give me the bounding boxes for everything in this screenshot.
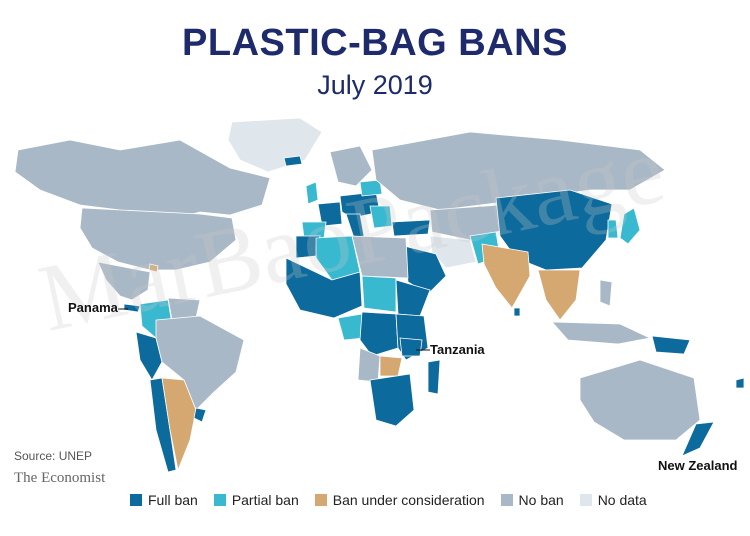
region-canada <box>14 139 271 221</box>
region-zambia <box>379 355 403 377</box>
region-brazil <box>155 315 245 411</box>
legend-label: Partial ban <box>231 492 299 508</box>
region-madagascar <box>427 359 441 395</box>
legend-label: No data <box>597 492 647 508</box>
region-sudan <box>361 275 397 313</box>
region-iceland <box>283 155 303 167</box>
region-libya-egypt <box>351 235 409 279</box>
legend-swatch <box>314 494 327 506</box>
region-tanzania <box>399 337 423 357</box>
region-philippines <box>599 279 613 307</box>
region-new-zealand <box>681 421 715 457</box>
map-subtitle: July 2019 <box>317 70 433 100</box>
callout-panama: Panama <box>68 300 118 315</box>
region-korea <box>607 219 619 239</box>
region-southern-africa <box>369 373 415 427</box>
region-uk <box>305 181 319 205</box>
region-balkans <box>369 205 393 229</box>
region-caribbean <box>148 263 159 273</box>
legend-swatch <box>130 494 142 506</box>
region-uruguay <box>193 407 207 423</box>
region-france <box>317 201 343 227</box>
callout-tanzania: Tanzania <box>430 342 485 357</box>
legend-label: Full ban <box>148 492 198 508</box>
region-italy <box>345 213 365 239</box>
region-iran <box>429 235 477 269</box>
region-greenland <box>227 117 323 173</box>
region-russia <box>371 131 666 211</box>
region-pacific-islands <box>735 377 745 389</box>
region-scandinavia <box>329 145 373 187</box>
legend-item-no-data: No data <box>579 492 647 508</box>
legend-swatch <box>500 494 513 506</box>
legend-label: No ban <box>518 492 564 508</box>
map-title: PLASTIC-BAG BANS <box>182 22 568 64</box>
region-japan <box>619 207 641 245</box>
region-panama <box>123 303 141 313</box>
region-indonesia <box>551 321 652 345</box>
region-argentina <box>161 377 197 472</box>
region-congo <box>359 311 399 357</box>
source-note: Source: UNEP <box>14 449 93 463</box>
legend-swatch <box>579 494 592 506</box>
region-sri-lanka <box>513 307 521 317</box>
region-peru <box>135 331 163 381</box>
legend-item-partial: Partial ban <box>213 492 299 508</box>
region-mainland-se-asia <box>537 269 581 321</box>
legend-swatch <box>213 494 226 506</box>
callout-new-zealand: New Zealand <box>658 458 738 473</box>
region-west-africa <box>285 257 363 319</box>
legend-label: Ban under consideration <box>332 492 485 508</box>
region-india <box>481 243 531 309</box>
region-usa <box>79 207 237 271</box>
region-china <box>495 189 613 271</box>
region-turkey <box>391 219 431 237</box>
region-australia <box>579 359 701 441</box>
legend: Full ban Partial ban Ban under considera… <box>130 492 663 508</box>
region-png <box>651 335 691 355</box>
brand-logo-text: The Economist <box>14 470 106 486</box>
region-poland <box>359 179 383 197</box>
legend-item-full: Full ban <box>130 492 198 508</box>
legend-item-no-ban: No ban <box>500 492 564 508</box>
legend-item-consideration: Ban under consideration <box>314 492 485 508</box>
region-mexico <box>97 261 151 301</box>
